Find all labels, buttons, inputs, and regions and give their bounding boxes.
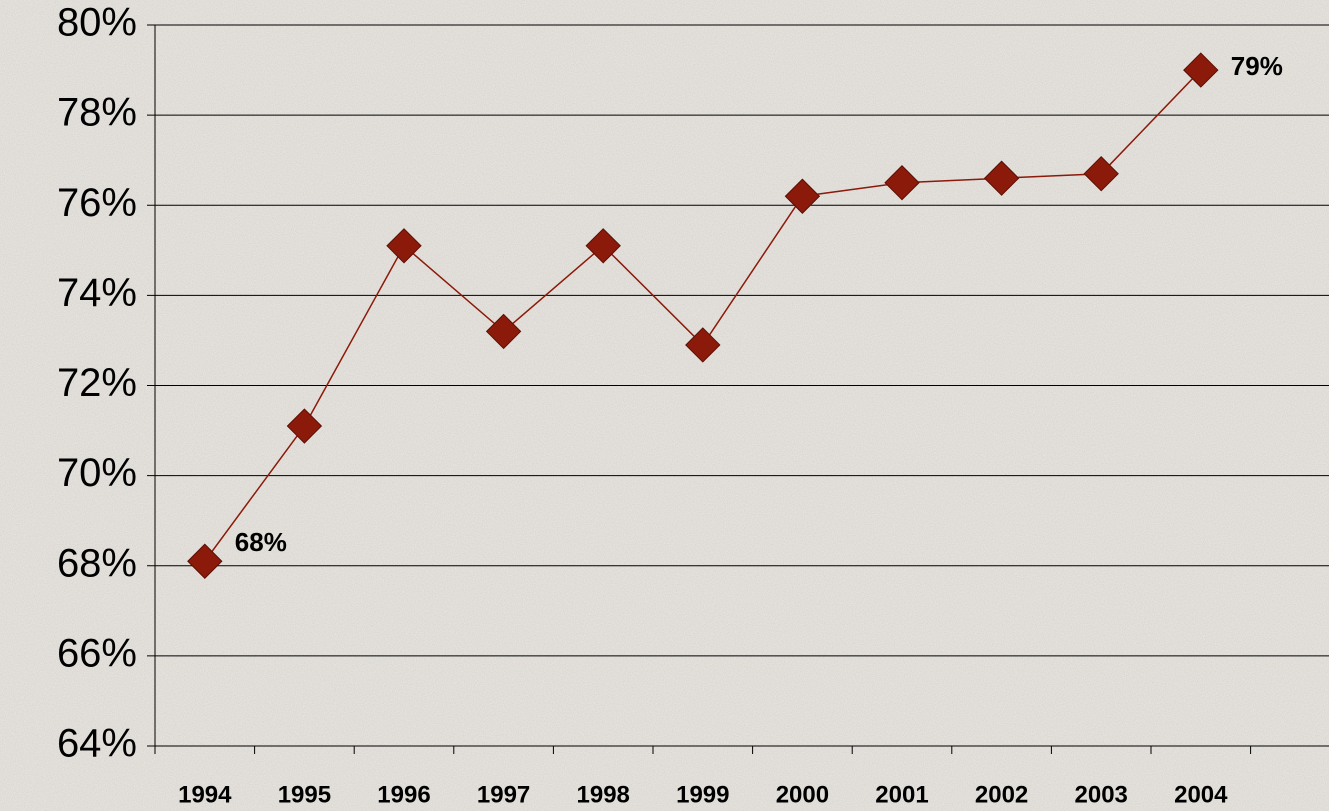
y-tick-label: 64% xyxy=(57,722,137,766)
data-point xyxy=(685,327,721,363)
data-point xyxy=(983,160,1020,196)
data-label: 68% xyxy=(235,527,287,557)
y-tick-label: 74% xyxy=(57,271,137,315)
y-tick-label: 68% xyxy=(57,541,137,585)
x-tick-label: 1994 xyxy=(178,781,232,808)
y-tick-label: 70% xyxy=(57,451,137,495)
y-tick-label: 76% xyxy=(57,181,137,225)
x-tick-label: 1996 xyxy=(377,781,430,808)
data-point xyxy=(1083,155,1119,192)
axes: 64% 66% 68% 70% 72% 74% 76% 78% 80% 1994 1995 1996 1… xyxy=(57,1,1329,808)
y-tick-label: 80% xyxy=(57,1,137,45)
data-point xyxy=(187,543,223,579)
data-point xyxy=(286,408,323,444)
x-tick-label: 1998 xyxy=(577,781,630,808)
x-tick-label: 1997 xyxy=(477,781,530,808)
x-tick-label: 2003 xyxy=(1075,781,1128,808)
x-tick-label: 1995 xyxy=(278,781,331,808)
x-tick-label: 2001 xyxy=(875,781,928,808)
data-point xyxy=(485,313,522,350)
y-tick-label: 66% xyxy=(57,631,137,675)
plot: 68% 79% xyxy=(187,51,1283,579)
data-label: 79% xyxy=(1231,51,1283,81)
y-tick-label: 72% xyxy=(57,361,137,405)
x-tick-label: 2000 xyxy=(776,781,829,808)
data-point xyxy=(884,165,920,201)
x-tick-label: 2002 xyxy=(975,781,1028,808)
y-tick-label: 78% xyxy=(57,91,137,135)
data-point xyxy=(386,228,422,264)
data-point xyxy=(1183,52,1219,88)
data-point xyxy=(585,228,621,264)
data-point xyxy=(784,178,821,214)
x-tick-label: 1999 xyxy=(676,781,729,808)
x-tick-label: 2004 xyxy=(1174,781,1228,808)
